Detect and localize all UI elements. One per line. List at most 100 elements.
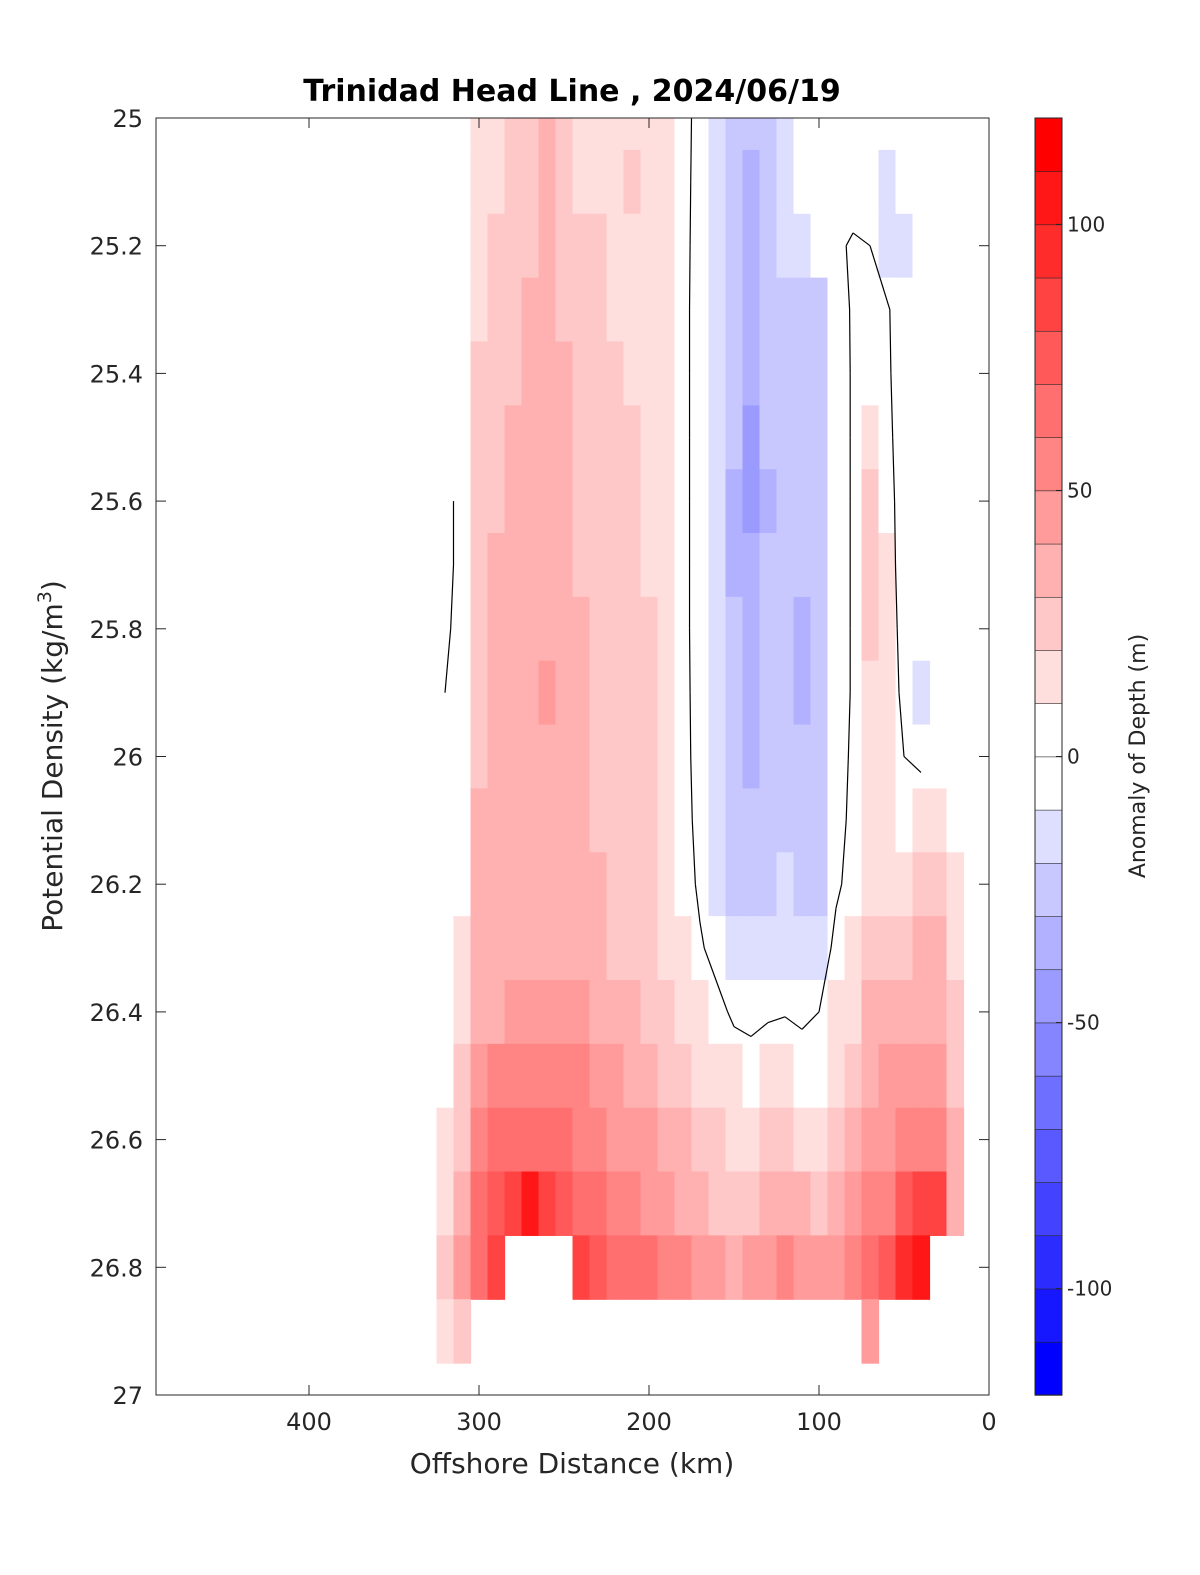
anomaly-cell — [640, 788, 659, 853]
anomaly-cell — [691, 788, 710, 853]
anomaly-cell — [793, 341, 812, 406]
anomaly-cell — [742, 1107, 761, 1173]
anomaly-cell — [521, 596, 540, 662]
anomaly-cell — [912, 788, 931, 853]
anomaly-cell — [759, 149, 778, 215]
anomaly-cell — [895, 788, 914, 853]
anomaly-cell — [453, 852, 472, 917]
anomaly-cell — [725, 213, 744, 279]
anomaly-cell — [844, 979, 863, 1045]
contour-segment — [892, 437, 896, 502]
anomaly-cell — [436, 1235, 455, 1300]
anomaly-cell — [725, 1235, 744, 1300]
anomaly-cell — [453, 596, 472, 662]
anomaly-cell — [572, 1043, 591, 1109]
anomaly-cell — [742, 405, 761, 470]
anomaly-cell — [623, 118, 642, 151]
anomaly-cell — [521, 1107, 540, 1173]
anomaly-cell — [487, 724, 506, 790]
anomaly-cell — [844, 852, 863, 917]
anomaly-cell — [895, 852, 914, 917]
anomaly-cell — [844, 916, 863, 981]
anomaly-cell — [793, 916, 812, 981]
anomaly-cell — [878, 788, 897, 853]
anomaly-cell — [810, 341, 829, 406]
anomaly-cell — [861, 1235, 880, 1300]
anomaly-cell — [895, 277, 914, 343]
anomaly-cell — [912, 1043, 931, 1109]
anomaly-cell — [470, 1235, 489, 1300]
anomaly-cell — [742, 724, 761, 790]
anomaly-cell — [708, 341, 727, 406]
contour-segment — [847, 692, 851, 757]
anomaly-cell — [844, 277, 863, 343]
anomaly-cell — [759, 1107, 778, 1173]
anomaly-cell — [895, 916, 914, 981]
anomaly-cell — [555, 277, 574, 343]
anomaly-cell — [674, 788, 693, 853]
anomaly-cell — [538, 979, 557, 1045]
anomaly-cell — [708, 277, 727, 343]
anomaly-cell — [691, 1235, 710, 1300]
anomaly-cell — [657, 341, 676, 406]
anomaly-cell — [810, 596, 829, 662]
contour-segment — [450, 564, 455, 629]
anomaly-cell — [691, 405, 710, 470]
anomaly-cell — [470, 469, 489, 534]
anomaly-cell — [827, 213, 846, 279]
anomaly-cell — [793, 277, 812, 343]
anomaly-cell — [640, 1107, 659, 1173]
anomaly-cell — [640, 277, 659, 343]
anomaly-cell — [912, 405, 931, 470]
anomaly-cell — [436, 660, 455, 726]
anomaly-cell — [878, 213, 897, 279]
anomaly-cell — [436, 852, 455, 917]
colorbar-band — [1034, 1022, 1063, 1077]
anomaly-cell — [453, 1299, 472, 1364]
anomaly-cell — [844, 469, 863, 534]
anomaly-cell — [861, 852, 880, 917]
anomaly-cell — [521, 660, 540, 726]
anomaly-cell — [470, 533, 489, 598]
anomaly-cell — [691, 724, 710, 790]
anomaly-cell — [759, 852, 778, 917]
anomaly-cell — [606, 1171, 625, 1236]
anomaly-cell — [623, 979, 642, 1045]
anomaly-cell — [487, 533, 506, 598]
anomaly-cell — [861, 596, 880, 662]
anomaly-cell — [453, 788, 472, 853]
anomaly-cell — [487, 916, 506, 981]
anomaly-cell — [691, 213, 710, 279]
anomaly-cell — [487, 1235, 506, 1300]
anomaly-cell — [708, 405, 727, 470]
anomaly-cell — [521, 788, 540, 853]
anomaly-cell — [827, 149, 846, 215]
anomaly-cell — [725, 660, 744, 726]
anomaly-cell — [657, 149, 676, 215]
anomaly-cell — [691, 341, 710, 406]
contour-segment — [444, 628, 452, 693]
colorbar-tick-label: -50 — [1067, 1011, 1100, 1035]
anomaly-cell — [470, 660, 489, 726]
anomaly-cell — [555, 1043, 574, 1109]
anomaly-cell — [606, 118, 625, 151]
anomaly-cell — [555, 1107, 574, 1173]
colorbar-band — [1034, 1181, 1063, 1237]
anomaly-cell — [572, 788, 591, 853]
colorbar-band — [1034, 702, 1063, 758]
colorbar-band — [1034, 915, 1063, 971]
anomaly-cell — [470, 1171, 489, 1236]
anomaly-cell — [691, 1107, 710, 1173]
anomaly-cell — [912, 724, 931, 790]
anomaly-cell — [708, 660, 727, 726]
anomaly-cell — [793, 660, 812, 726]
anomaly-cell — [674, 979, 693, 1045]
anomaly-cell — [776, 533, 795, 598]
anomaly-cell — [504, 149, 523, 215]
contour-segment — [727, 1011, 735, 1027]
anomaly-cell — [657, 1107, 676, 1173]
anomaly-cell — [555, 469, 574, 534]
anomaly-cell — [861, 149, 880, 215]
anomaly-cell — [674, 1235, 693, 1300]
anomaly-cell — [623, 788, 642, 853]
